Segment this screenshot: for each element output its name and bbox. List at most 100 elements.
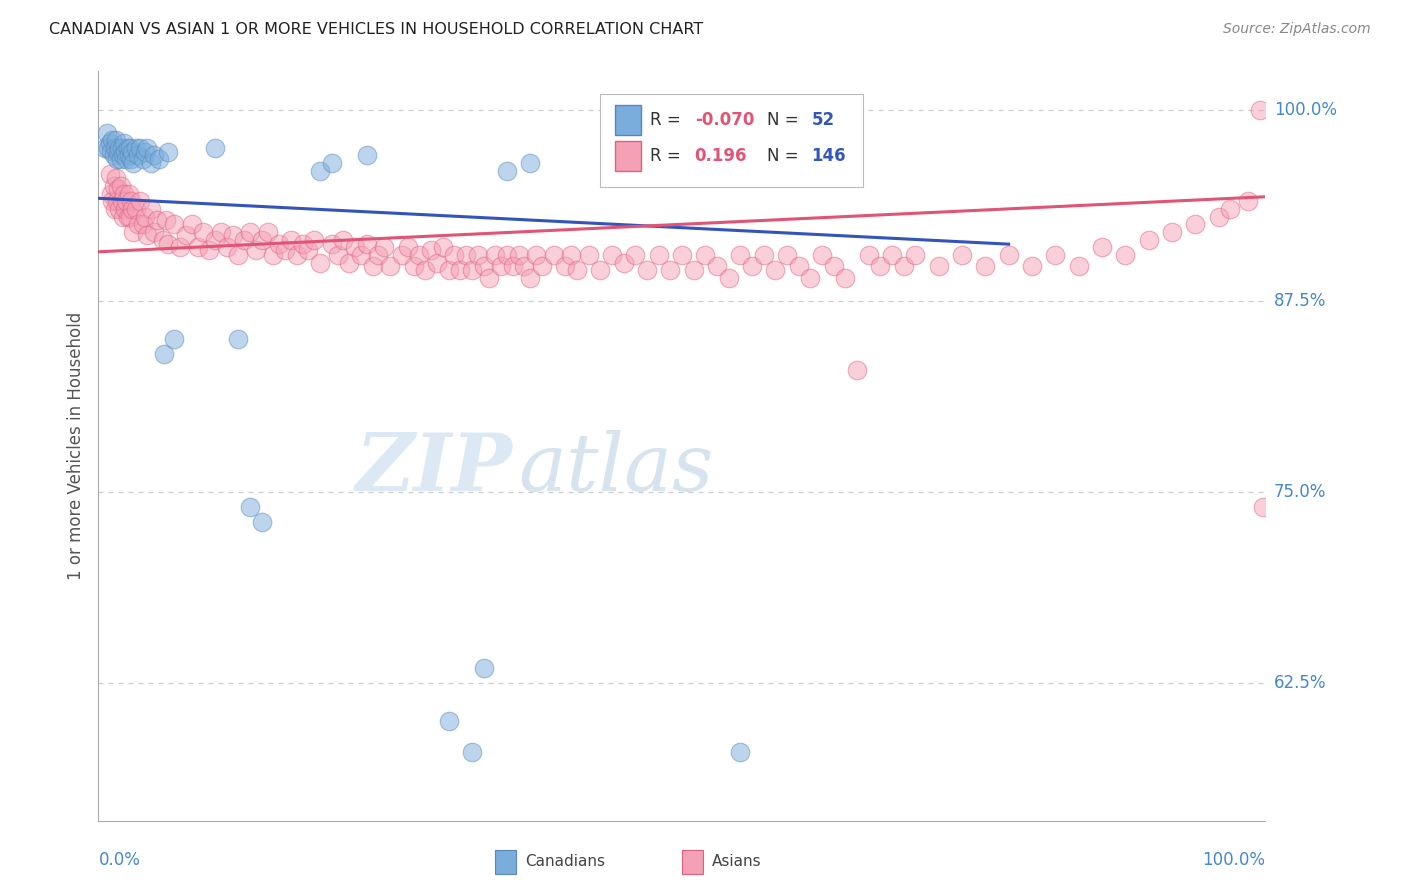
Asians: [250, 233, 273, 247]
Asians: [554, 259, 576, 273]
Canadians: [143, 148, 166, 162]
Y-axis label: 1 or more Vehicles in Household: 1 or more Vehicles in Household: [66, 312, 84, 580]
Canadians: [437, 714, 460, 729]
Asians: [636, 263, 658, 277]
Asians: [157, 237, 180, 252]
Canadians: [111, 148, 134, 162]
Asians: [127, 217, 149, 231]
Asians: [1251, 500, 1274, 515]
Asians: [834, 270, 856, 285]
Canadians: [111, 141, 134, 155]
Asians: [380, 259, 402, 273]
Text: Source: ZipAtlas.com: Source: ZipAtlas.com: [1223, 22, 1371, 37]
Asians: [152, 233, 174, 247]
Canadians: [163, 332, 186, 346]
Asians: [560, 248, 582, 262]
Asians: [787, 259, 810, 273]
Text: 100.0%: 100.0%: [1202, 851, 1265, 869]
Asians: [659, 263, 682, 277]
Asians: [730, 248, 752, 262]
Canadians: [118, 141, 141, 155]
Asians: [134, 210, 156, 224]
Asians: [98, 167, 121, 181]
Canadians: [122, 156, 145, 170]
Asians: [121, 202, 143, 216]
Text: 100.0%: 100.0%: [1274, 101, 1337, 119]
Asians: [578, 248, 600, 262]
Asians: [846, 362, 869, 376]
Asians: [565, 263, 588, 277]
Asians: [344, 240, 367, 254]
Canadians: [108, 141, 131, 155]
Asians: [811, 248, 834, 262]
Canadians: [115, 152, 138, 166]
Canadians: [250, 516, 273, 530]
Text: 146: 146: [811, 147, 846, 165]
Asians: [763, 263, 786, 277]
Canadians: [100, 144, 122, 158]
Asians: [904, 248, 927, 262]
Asians: [391, 248, 413, 262]
Canadians: [730, 745, 752, 759]
Asians: [180, 217, 202, 231]
Asians: [367, 248, 389, 262]
Text: Asians: Asians: [713, 855, 762, 870]
Canadians: [472, 661, 495, 675]
Canadians: [120, 152, 142, 166]
Asians: [519, 270, 541, 285]
Asians: [332, 233, 354, 247]
Canadians: [97, 141, 120, 155]
Canadians: [96, 126, 118, 140]
Asians: [228, 248, 250, 262]
Text: R =: R =: [651, 112, 686, 129]
Text: -0.070: -0.070: [695, 112, 754, 129]
Asians: [143, 225, 166, 239]
Bar: [616, 141, 641, 171]
Asians: [443, 248, 465, 262]
Text: ZIP: ZIP: [356, 430, 513, 508]
Asians: [589, 263, 612, 277]
Asians: [105, 194, 128, 209]
Canadians: [132, 152, 155, 166]
Asians: [122, 225, 145, 239]
Asians: [233, 233, 256, 247]
Text: 0.0%: 0.0%: [98, 851, 141, 869]
Asians: [193, 225, 215, 239]
Asians: [974, 259, 997, 273]
Asians: [408, 248, 430, 262]
Asians: [114, 202, 136, 216]
Asians: [104, 202, 127, 216]
Asians: [118, 210, 141, 224]
Canadians: [118, 148, 141, 162]
Asians: [187, 240, 209, 254]
Canadians: [204, 141, 226, 155]
Canadians: [110, 152, 132, 166]
Asians: [513, 259, 536, 273]
Asians: [112, 186, 135, 201]
Asians: [489, 259, 512, 273]
Canadians: [136, 141, 159, 155]
Asians: [373, 240, 395, 254]
Canadians: [600, 152, 623, 166]
Asians: [269, 237, 291, 252]
Canadians: [139, 156, 162, 170]
Canadians: [127, 148, 149, 162]
Canadians: [461, 745, 484, 759]
Asians: [146, 212, 169, 227]
Asians: [215, 240, 238, 254]
Asians: [530, 259, 553, 273]
Asians: [997, 248, 1019, 262]
Asians: [204, 233, 226, 247]
Asians: [174, 227, 197, 242]
Asians: [103, 179, 125, 194]
Asians: [101, 194, 124, 209]
Asians: [139, 202, 162, 216]
Asians: [100, 186, 122, 201]
Canadians: [148, 152, 170, 166]
Text: atlas: atlas: [519, 430, 714, 508]
Asians: [461, 263, 484, 277]
Asians: [420, 244, 443, 258]
Asians: [467, 248, 489, 262]
Asians: [115, 194, 138, 209]
Canadians: [112, 136, 135, 151]
